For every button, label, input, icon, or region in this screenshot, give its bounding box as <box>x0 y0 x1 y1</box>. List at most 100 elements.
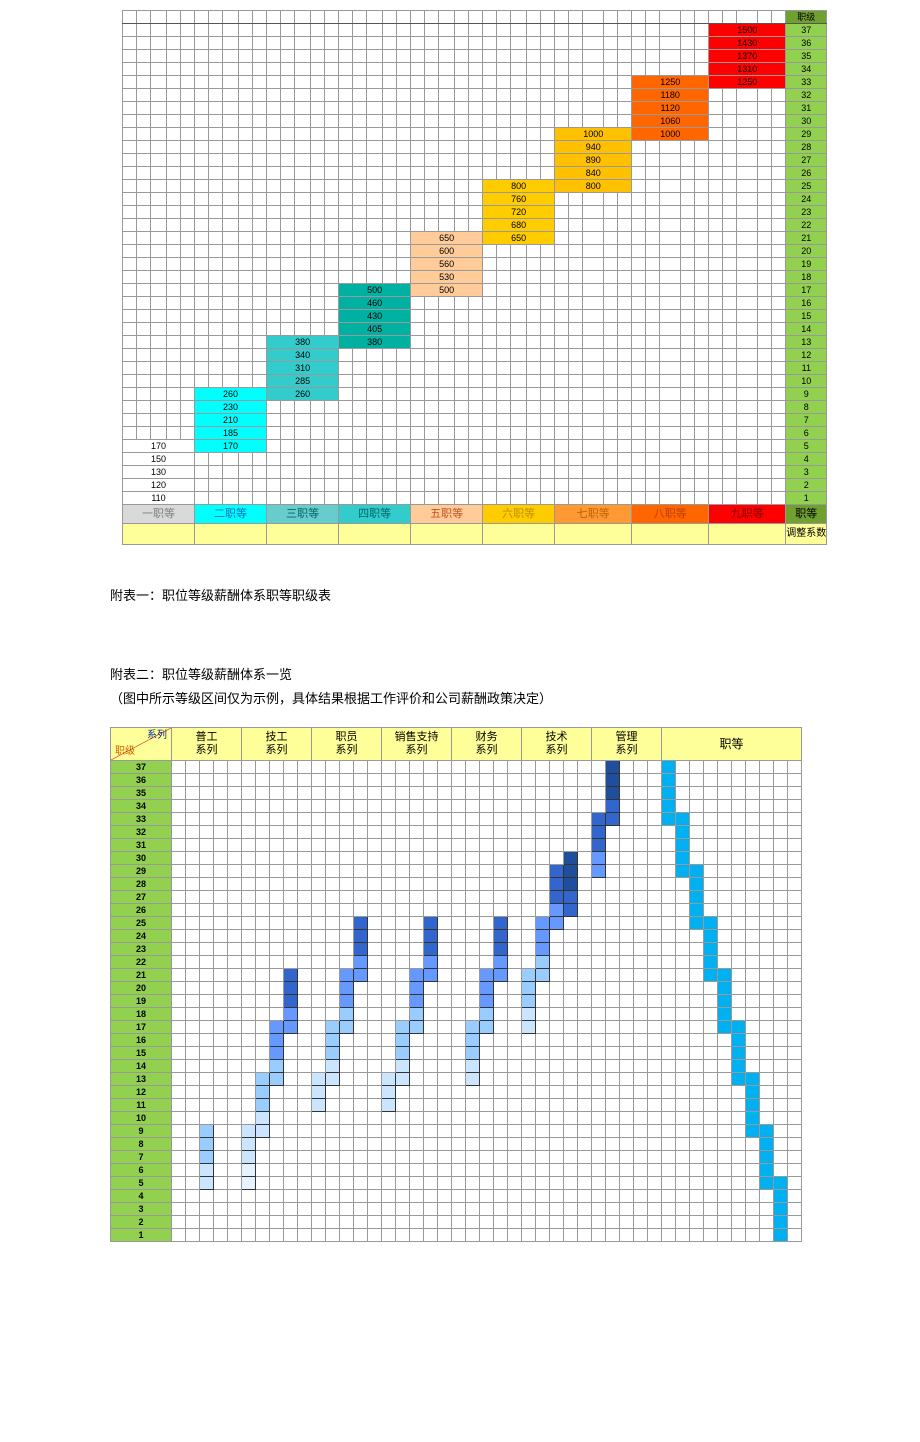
salary-value: 260 <box>223 388 239 401</box>
level-cell: 2 <box>786 479 827 492</box>
series-level-corner: 系列职级 <box>111 728 172 761</box>
salary-value: 130 <box>151 466 167 479</box>
series-header: 职员系列 <box>312 728 382 761</box>
salary-value: 285 <box>295 375 311 388</box>
level-cell: 32 <box>786 89 827 102</box>
salary-value: 560 <box>439 258 455 271</box>
tier-label: 七职等 <box>555 505 632 524</box>
salary-value: 380 <box>295 336 311 349</box>
adjust-coef-label: 调整系数 <box>786 524 827 545</box>
level-cell: 36 <box>111 774 172 787</box>
salary-value: 600 <box>439 245 455 258</box>
salary-value: 230 <box>223 401 239 414</box>
salary-value: 185 <box>223 427 239 440</box>
level-cell: 30 <box>111 852 172 865</box>
level-cell: 3 <box>111 1203 172 1216</box>
level-cell: 1 <box>786 492 827 505</box>
level-cell: 22 <box>111 956 172 969</box>
salary-value: 260 <box>295 388 311 401</box>
level-cell: 4 <box>786 453 827 466</box>
salary-value: 310 <box>295 362 311 375</box>
level-cell: 19 <box>786 258 827 271</box>
tier-label: 九职等 <box>709 505 786 524</box>
salary-value: 1310 <box>737 63 758 76</box>
level-cell: 10 <box>786 375 827 388</box>
level-cell: 2 <box>111 1216 172 1229</box>
level-cell: 3 <box>786 466 827 479</box>
salary-value: 1000 <box>583 128 604 141</box>
level-cell: 7 <box>786 414 827 427</box>
salary-value: 460 <box>367 297 383 310</box>
tier-label: 五职等 <box>411 505 483 524</box>
salary-value: 800 <box>583 180 604 193</box>
level-cell: 8 <box>786 401 827 414</box>
level-cell: 21 <box>786 232 827 245</box>
tier-label: 八职等 <box>632 505 709 524</box>
salary-value: 1000 <box>660 128 681 141</box>
salary-value: 940 <box>583 141 604 154</box>
salary-value: 650 <box>511 232 527 245</box>
salary-value: 1120 <box>660 102 681 115</box>
series-header: 技术系列 <box>522 728 592 761</box>
caption-2-note: （图中所示等级区间仅为示例，具体结果根据工作评价和公司薪酬政策决定） <box>110 688 920 707</box>
level-cell: 34 <box>111 800 172 813</box>
level-cell: 24 <box>111 930 172 943</box>
level-cell: 13 <box>111 1073 172 1086</box>
level-cell: 9 <box>786 388 827 401</box>
level-cell: 12 <box>786 349 827 362</box>
salary-value: 110 <box>151 492 167 505</box>
level-cell: 24 <box>786 193 827 206</box>
level-cell: 16 <box>111 1034 172 1047</box>
level-cell: 37 <box>786 24 827 37</box>
level-cell: 7 <box>111 1151 172 1164</box>
salary-value: 720 <box>511 206 527 219</box>
level-cell: 25 <box>786 180 827 193</box>
level-cell: 35 <box>111 787 172 800</box>
level-cell: 27 <box>786 154 827 167</box>
level-cell: 5 <box>111 1177 172 1190</box>
level-cell: 14 <box>786 323 827 336</box>
series-header: 销售支持系列 <box>382 728 452 761</box>
level-cell: 37 <box>111 761 172 774</box>
series-header: 财务系列 <box>452 728 522 761</box>
tier-label: 一职等 <box>123 505 195 524</box>
tier-header-right: 职等 <box>662 728 802 761</box>
salary-value: 760 <box>511 193 527 206</box>
salary-value: 800 <box>511 180 527 193</box>
salary-value: 1430 <box>737 37 758 50</box>
salary-value: 1180 <box>660 89 681 102</box>
salary-value: 890 <box>583 154 604 167</box>
level-cell: 29 <box>786 128 827 141</box>
level-cell: 8 <box>111 1138 172 1151</box>
level-cell: 18 <box>111 1008 172 1021</box>
level-cell: 11 <box>111 1099 172 1112</box>
salary-tier-chart: 职级15003714303613703513103412501250331180… <box>122 10 920 545</box>
level-cell: 20 <box>786 245 827 258</box>
level-cell: 10 <box>111 1112 172 1125</box>
salary-value: 1060 <box>660 115 681 128</box>
level-cell: 27 <box>111 891 172 904</box>
level-cell: 15 <box>786 310 827 323</box>
level-cell: 16 <box>786 297 827 310</box>
series-header: 普工系列 <box>172 728 242 761</box>
level-cell: 6 <box>111 1164 172 1177</box>
salary-value: 150 <box>151 453 167 466</box>
level-cell: 23 <box>111 943 172 956</box>
level-cell: 22 <box>786 219 827 232</box>
level-cell: 19 <box>111 995 172 1008</box>
salary-value: 170 <box>223 440 239 453</box>
level-cell: 23 <box>786 206 827 219</box>
salary-value: 840 <box>583 167 604 180</box>
series-header: 技工系列 <box>242 728 312 761</box>
salary-value: 170 <box>151 440 167 453</box>
level-cell: 28 <box>786 141 827 154</box>
salary-value: 1500 <box>737 24 758 37</box>
level-header: 职级 <box>786 11 827 24</box>
level-cell: 13 <box>786 336 827 349</box>
level-cell: 17 <box>786 284 827 297</box>
salary-value: 500 <box>439 284 455 297</box>
level-cell: 33 <box>111 813 172 826</box>
salary-value: 1250 <box>660 76 681 89</box>
series-level-chart: 系列职级普工系列技工系列职员系列销售支持系列财务系列技术系列管理系列职等3736… <box>110 727 920 1242</box>
level-cell: 18 <box>786 271 827 284</box>
